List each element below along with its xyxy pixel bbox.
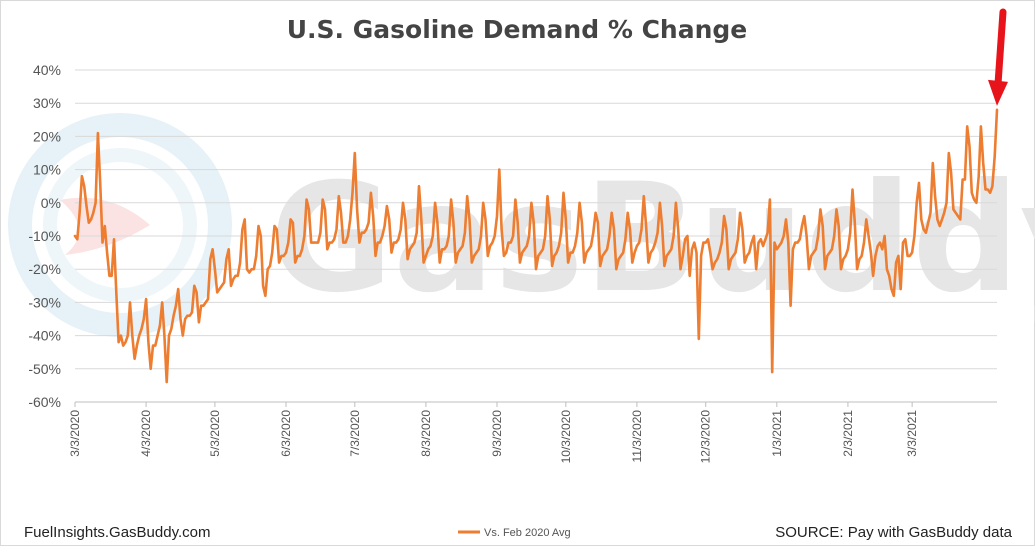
x-tick-label: 2/3/2021 bbox=[841, 410, 855, 457]
y-tick-label: 10% bbox=[33, 162, 61, 178]
arrow-head bbox=[988, 79, 1008, 106]
x-tick-label: 5/3/2020 bbox=[208, 410, 222, 457]
y-tick-label: -60% bbox=[28, 394, 61, 410]
x-tick-label: 10/3/2020 bbox=[559, 410, 573, 464]
watermark-logo-ring-inner bbox=[43, 148, 197, 302]
x-tick-label: 1/3/2021 bbox=[770, 410, 784, 457]
footer-source-site: FuelInsights.GasBuddy.com bbox=[24, 524, 210, 541]
x-tick-label: 6/3/2020 bbox=[279, 410, 293, 457]
x-tick-label: 4/3/2020 bbox=[139, 410, 153, 457]
y-tick-label: 20% bbox=[33, 128, 61, 144]
x-tick-label: 12/3/2020 bbox=[699, 410, 713, 464]
x-tick-label: 7/3/2020 bbox=[348, 410, 362, 457]
x-tick-label: 3/3/2020 bbox=[68, 410, 82, 457]
x-axis: 3/3/2020 4/3/2020 5/3/2020 6/3/2020 7/3/2020… bbox=[68, 401, 997, 464]
gridlines bbox=[75, 69, 997, 403]
y-tick-label: 30% bbox=[33, 95, 61, 111]
y-tick-label: -20% bbox=[28, 261, 61, 277]
legend: Vs. Feb 2020 Avg bbox=[458, 527, 571, 539]
series-line bbox=[73, 108, 999, 384]
footer-source-note: SOURCE: Pay with GasBuddy data bbox=[775, 524, 1012, 541]
legend-label: Vs. Feb 2020 Avg bbox=[484, 527, 571, 539]
watermark-text: GasBuddy bbox=[270, 152, 1035, 326]
y-axis: 40% 30% 20% 10% 0% -10% -20% -30% -40% -50% -60% bbox=[28, 62, 61, 410]
x-tick-label: 9/3/2020 bbox=[490, 410, 504, 457]
annotation-arrow bbox=[988, 8, 1008, 106]
watermark-logo: GasBuddy bbox=[8, 113, 1035, 337]
annotation-layer bbox=[988, 8, 1008, 106]
y-tick-label: -40% bbox=[28, 328, 61, 344]
x-tick-label: 11/3/2020 bbox=[630, 410, 644, 463]
y-tick-label: -50% bbox=[28, 361, 61, 377]
y-tick-label: -30% bbox=[28, 294, 61, 310]
chart-title: U.S. Gasoline Demand % Change bbox=[287, 15, 748, 44]
watermark-logo-ring-outer bbox=[8, 113, 232, 337]
y-tick-label: 0% bbox=[41, 195, 61, 211]
series-layer bbox=[73, 108, 999, 384]
x-tick-label: 3/3/2021 bbox=[905, 410, 919, 457]
arrow-shaft bbox=[994, 8, 1007, 88]
y-tick-label: 40% bbox=[33, 62, 61, 78]
y-tick-label: -10% bbox=[28, 228, 61, 244]
x-tick-label: 8/3/2020 bbox=[419, 410, 433, 457]
